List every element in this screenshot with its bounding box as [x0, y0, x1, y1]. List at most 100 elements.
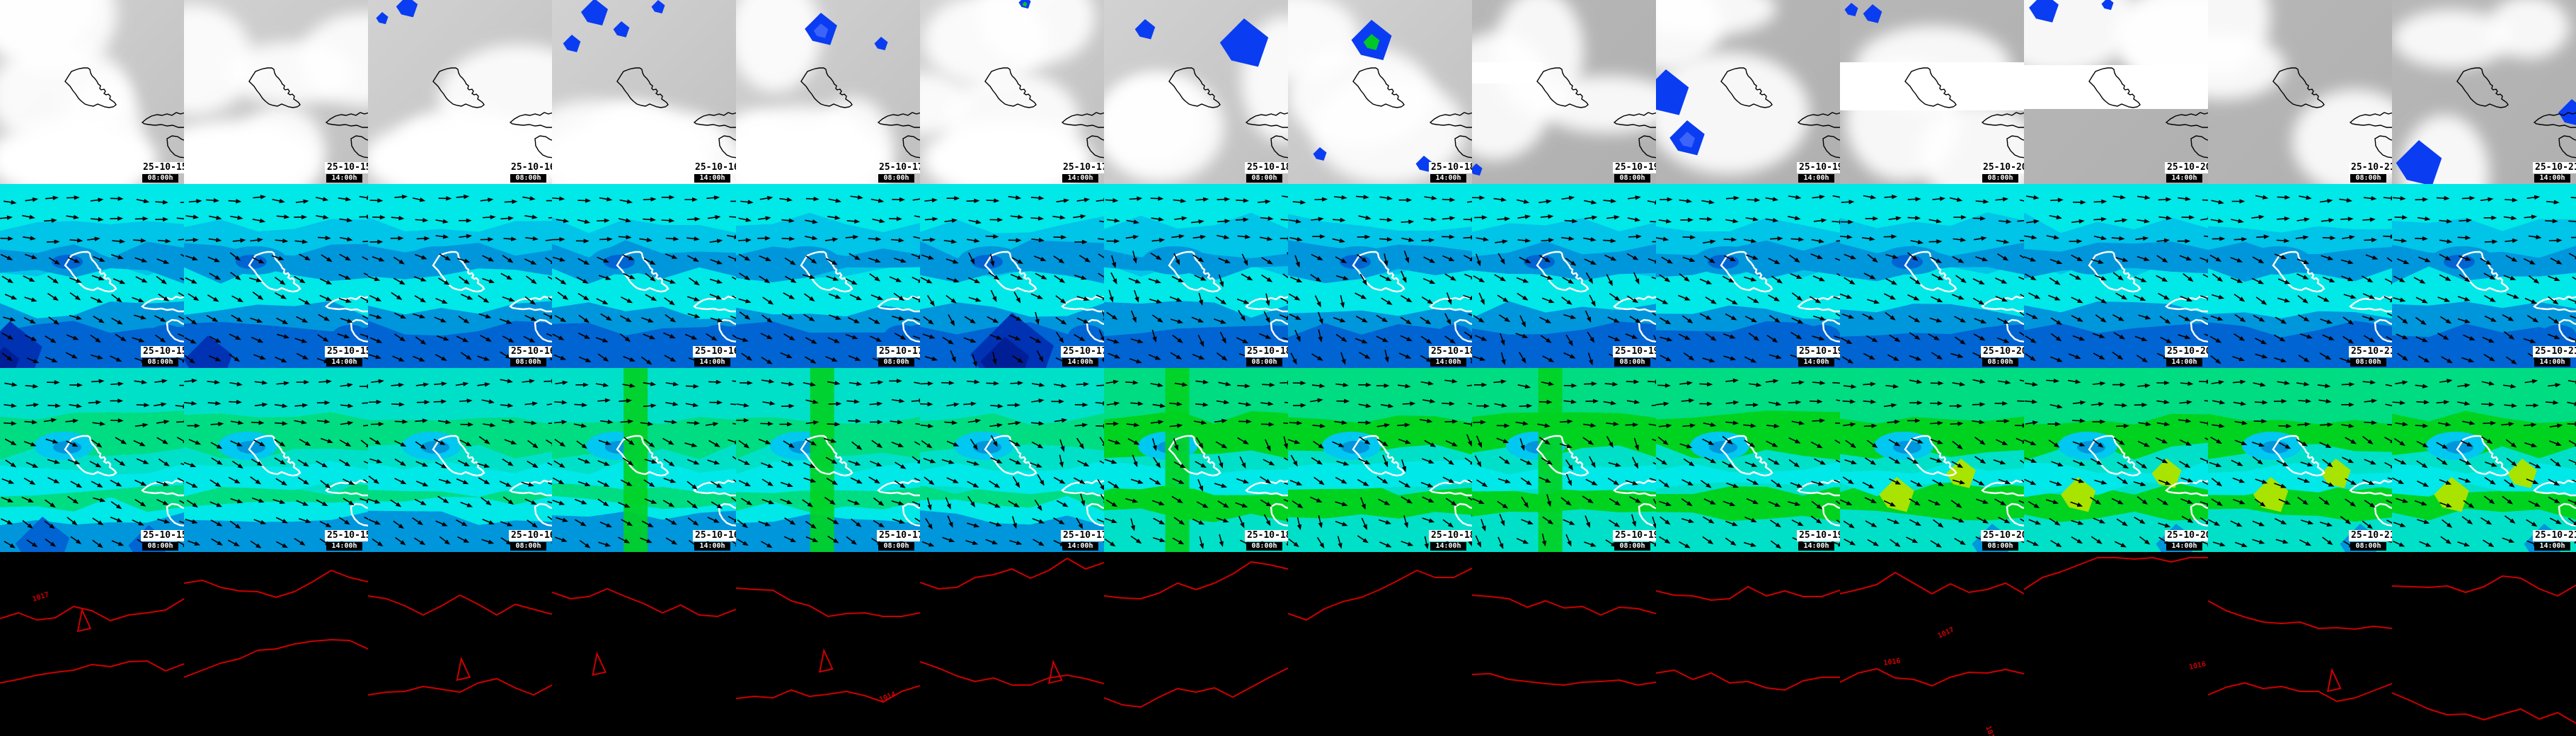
- wind-arrow: [229, 252, 241, 261]
- wind-arrow: [942, 536, 955, 543]
- wind-arrow: [944, 218, 958, 223]
- wind-arrow: [1332, 217, 1346, 223]
- map-panel-wind-maps-green-cyan-t8[interactable]: 25-10-18 14:00h: [1288, 368, 1472, 552]
- wind-arrow: [45, 539, 57, 547]
- map-panel-clouds-precipitation-maps-t4[interactable]: 25-10-16 14:00h: [552, 0, 736, 184]
- map-panel-wind-maps-cyan-blue-t4[interactable]: 25-10-16 14:00h: [552, 184, 736, 368]
- map-panel-wind-maps-cyan-blue-t11[interactable]: 25-10-20 08:00h: [1840, 184, 2024, 368]
- map-panel-pressure-isobar-maps-t1[interactable]: 1017: [0, 552, 184, 736]
- map-panel-wind-maps-green-cyan-t7[interactable]: 25-10-18 08:00h: [1104, 368, 1288, 552]
- map-panel-clouds-precipitation-maps-t5[interactable]: 25-10-17 08:00h: [736, 0, 920, 184]
- oahu-outline: [2456, 435, 2509, 477]
- map-panel-clouds-precipitation-maps-t2[interactable]: 25-10-15 14:00h: [184, 0, 368, 184]
- wind-arrow: [1076, 317, 1090, 324]
- map-panel-wind-maps-cyan-blue-t12[interactable]: 25-10-20 14:00h: [2024, 184, 2208, 368]
- wind-arrow: [620, 419, 634, 424]
- map-panel-clouds-precipitation-maps-t1[interactable]: 25-10-15 08:00h: [0, 0, 184, 184]
- wind-arrow: [1289, 479, 1303, 485]
- map-panel-pressure-isobar-maps-t5[interactable]: 1014: [736, 552, 920, 736]
- map-panel-pressure-isobar-maps-t14[interactable]: [2392, 552, 2576, 736]
- oahu-outline: [616, 435, 669, 477]
- wind-arrow: [2024, 399, 2038, 404]
- map-panel-clouds-precipitation-maps-t11[interactable]: 25-10-20 08:00h: [1840, 0, 2024, 184]
- panel-time-label: 08:00h: [510, 174, 546, 183]
- map-panel-wind-maps-green-cyan-t13[interactable]: 25-10-21 08:00h: [2208, 368, 2392, 552]
- wind-arrow: [1010, 381, 1024, 386]
- panel-date-label: 25-10-21: [2349, 530, 2392, 541]
- wind-arrow: [527, 439, 539, 449]
- wind-arrow: [93, 255, 105, 262]
- map-panel-pressure-isobar-maps-t13[interactable]: [2208, 552, 2392, 736]
- map-panel-wind-maps-cyan-blue-t3[interactable]: 25-10-16 08:00h: [368, 184, 552, 368]
- map-panel-clouds-precipitation-maps-t8[interactable]: 25-10-18 14:00h: [1288, 0, 1472, 184]
- map-panel-wind-maps-green-cyan-t9[interactable]: 25-10-19 08:00h: [1472, 368, 1656, 552]
- wind-arrow: [1310, 274, 1322, 282]
- map-panel-pressure-isobar-maps-t12[interactable]: 1016: [2024, 552, 2208, 736]
- map-panel-wind-maps-green-cyan-t3[interactable]: 25-10-16 08:00h: [368, 368, 552, 552]
- wind-arrow: [1932, 479, 1944, 487]
- map-panel-wind-maps-cyan-blue-t8[interactable]: 25-10-18 14:00h: [1288, 184, 1472, 368]
- map-panel-wind-maps-green-cyan-t1[interactable]: 25-10-15 08:00h: [0, 368, 184, 552]
- wind-arrow: [1952, 381, 1966, 386]
- map-panel-clouds-precipitation-maps-t12[interactable]: 25-10-20 14:00h: [2024, 0, 2208, 184]
- wind-arrow: [1648, 540, 1656, 547]
- wind-arrow: [1077, 460, 1090, 467]
- map-panel-pressure-isobar-maps-t4[interactable]: [552, 552, 736, 736]
- map-panel-wind-maps-cyan-blue-t6[interactable]: 25-10-17 14:00h: [920, 184, 1104, 368]
- wind-arrow: [2233, 498, 2246, 505]
- map-panel-clouds-precipitation-maps-t7[interactable]: 25-10-18 08:00h: [1104, 0, 1288, 184]
- map-panel-wind-maps-green-cyan-t11[interactable]: 25-10-20 08:00h: [1840, 368, 2024, 552]
- map-panel-wind-maps-green-cyan-t14[interactable]: 25-10-21 14:00h: [2392, 368, 2576, 552]
- wind-arrow: [1150, 420, 1164, 425]
- wind-arrow: [2114, 218, 2128, 223]
- wind-arrow: [1241, 253, 1248, 266]
- wind-arrow: [134, 499, 146, 507]
- map-panel-clouds-precipitation-maps-t13[interactable]: 25-10-21 08:00h: [2208, 0, 2392, 184]
- wind-arrow: [338, 197, 352, 202]
- map-panel-pressure-isobar-maps-t8[interactable]: [1288, 552, 1472, 736]
- map-panel-clouds-precipitation-maps-t10[interactable]: 25-10-19 14:00h: [1656, 0, 1840, 184]
- map-panel-pressure-isobar-maps-t10[interactable]: [1656, 552, 1840, 736]
- map-panel-clouds-precipitation-maps-t14[interactable]: 25-10-21 14:00h: [2392, 0, 2576, 184]
- map-panel-pressure-isobar-maps-t6[interactable]: [920, 552, 1104, 736]
- isobar-closed-loop: [456, 656, 471, 682]
- map-panel-pressure-isobar-maps-t9[interactable]: [1472, 552, 1656, 736]
- map-panel-pressure-isobar-maps-t7[interactable]: [1104, 552, 1288, 736]
- wind-arrow: [500, 537, 512, 546]
- wind-arrow: [1419, 418, 1433, 423]
- map-panel-wind-maps-green-cyan-t10[interactable]: 25-10-19 14:00h: [1656, 368, 1840, 552]
- map-panel-wind-maps-green-cyan-t12[interactable]: 25-10-20 14:00h: [2024, 368, 2208, 552]
- oahu-outline: [432, 67, 485, 108]
- map-panel-pressure-isobar-maps-t11[interactable]: 1016 1017 1018: [1840, 552, 2024, 736]
- panel-date-label: 25-10-18: [1245, 346, 1288, 357]
- wind-arrow: [2025, 313, 2038, 319]
- wind-arrow: [47, 477, 60, 483]
- map-panel-wind-maps-green-cyan-t4[interactable]: 25-10-16 14:00h: [552, 368, 736, 552]
- map-panel-clouds-precipitation-maps-t9[interactable]: 25-10-19 08:00h: [1472, 0, 1656, 184]
- wind-arrow: [394, 419, 408, 425]
- map-panel-wind-maps-green-cyan-t6[interactable]: 25-10-17 14:00h: [920, 368, 1104, 552]
- wind-arrow: [1171, 276, 1184, 282]
- map-panel-pressure-isobar-maps-t3[interactable]: [368, 552, 552, 736]
- map-panel-wind-maps-cyan-blue-t7[interactable]: 25-10-18 08:00h: [1104, 184, 1288, 368]
- wind-arrow: [2417, 216, 2431, 222]
- map-panel-wind-maps-green-cyan-t2[interactable]: 25-10-15 14:00h: [184, 368, 368, 552]
- wind-arrow: [1316, 536, 1325, 549]
- wind-arrow: [368, 399, 382, 405]
- map-panel-pressure-isobar-maps-t2[interactable]: [184, 552, 368, 736]
- map-panel-wind-maps-cyan-blue-t14[interactable]: 25-10-21 14:00h: [2392, 184, 2576, 368]
- map-panel-wind-maps-cyan-blue-t13[interactable]: 25-10-21 08:00h: [2208, 184, 2392, 368]
- wind-arrow: [1907, 294, 1920, 301]
- map-panel-wind-maps-cyan-blue-t9[interactable]: 25-10-19 08:00h: [1472, 184, 1656, 368]
- wind-arrow: [1289, 420, 1303, 425]
- map-panel-wind-maps-green-cyan-t5[interactable]: 25-10-17 08:00h: [736, 368, 920, 552]
- map-panel-wind-maps-cyan-blue-t5[interactable]: 25-10-17 08:00h: [736, 184, 920, 368]
- map-panel-clouds-precipitation-maps-t6[interactable]: 25-10-17 14:00h: [920, 0, 1104, 184]
- wind-arrow: [438, 478, 452, 484]
- map-panel-clouds-precipitation-maps-t3[interactable]: 25-10-16 08:00h: [368, 0, 552, 184]
- map-panel-wind-maps-cyan-blue-t1[interactable]: 25-10-15 08:00h: [0, 184, 184, 368]
- wind-arrow: [1195, 437, 1204, 449]
- map-panel-wind-maps-cyan-blue-t10[interactable]: 25-10-19 14:00h: [1656, 184, 1840, 368]
- wind-arrow: [1834, 258, 1840, 263]
- map-panel-wind-maps-cyan-blue-t2[interactable]: 25-10-15 14:00h: [184, 184, 368, 368]
